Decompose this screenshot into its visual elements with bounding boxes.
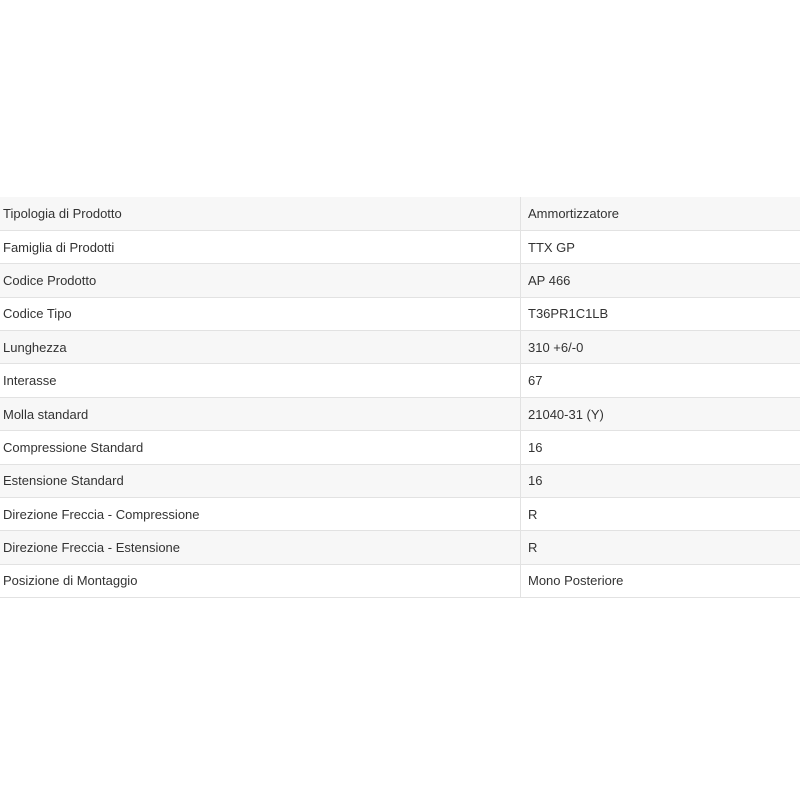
spec-label: Estensione Standard bbox=[3, 473, 124, 489]
spec-label: Lunghezza bbox=[3, 339, 67, 355]
spec-value: 67 bbox=[520, 363, 800, 398]
spec-value: TTX GP bbox=[520, 230, 800, 264]
spec-label: Posizione di Montaggio bbox=[3, 573, 138, 589]
spec-row: Direzione Freccia - Estensione R bbox=[0, 530, 800, 565]
spec-value: 16 bbox=[520, 430, 800, 465]
spec-label: Direzione Freccia - Estensione bbox=[3, 540, 181, 556]
spec-value: Mono Posteriore bbox=[520, 564, 800, 598]
spec-value: AP 466 bbox=[520, 263, 800, 298]
product-specs-table: Tipologia di Prodotto Ammortizzatore Famig… bbox=[0, 197, 800, 598]
spec-row: Compressione Standard 16 bbox=[0, 430, 800, 465]
spec-value: R bbox=[520, 530, 800, 565]
spec-value: 310 +6/-0 bbox=[520, 330, 800, 364]
spec-row: Codice Prodotto AP 466 bbox=[0, 263, 800, 298]
spec-label: Direzione Freccia - Compressione bbox=[3, 506, 200, 522]
spec-row: Molla standard 21040-31 (Y) bbox=[0, 397, 800, 431]
spec-label: Molla standard bbox=[3, 406, 89, 422]
spec-label: Famiglia di Prodotti bbox=[3, 239, 115, 255]
spec-row: Interasse 67 bbox=[0, 363, 800, 398]
spec-label: Codice Tipo bbox=[3, 306, 72, 322]
spec-value: 16 bbox=[520, 464, 800, 498]
spec-row: Estensione Standard 16 bbox=[0, 464, 800, 498]
spec-label: Compressione Standard bbox=[3, 439, 144, 455]
spec-row: Tipologia di Prodotto Ammortizzatore bbox=[0, 197, 800, 231]
spec-value: R bbox=[520, 497, 800, 531]
spec-row: Codice Tipo T36PR1C1LB bbox=[0, 297, 800, 331]
spec-value: 21040-31 (Y) bbox=[520, 397, 800, 431]
spec-value: Ammortizzatore bbox=[520, 197, 800, 231]
spec-label: Codice Prodotto bbox=[3, 272, 97, 288]
spec-label: Tipologia di Prodotto bbox=[3, 205, 122, 221]
spec-label: Interasse bbox=[3, 373, 57, 389]
spec-row: Famiglia di Prodotti TTX GP bbox=[0, 230, 800, 264]
spec-row: Direzione Freccia - Compressione R bbox=[0, 497, 800, 531]
spec-row: Posizione di Montaggio Mono Posteriore bbox=[0, 564, 800, 598]
spec-row: Lunghezza 310 +6/-0 bbox=[0, 330, 800, 364]
spec-value: T36PR1C1LB bbox=[520, 297, 800, 331]
